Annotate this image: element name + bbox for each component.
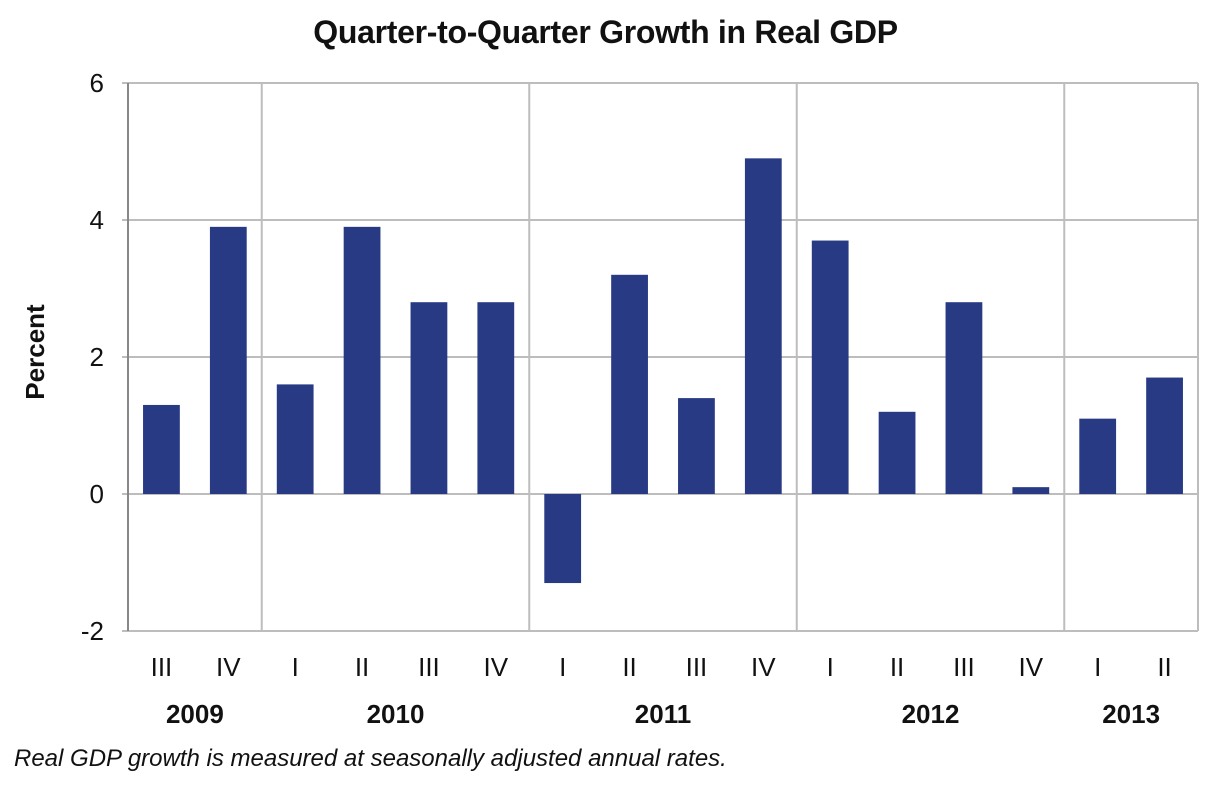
- x-tick-label: IV: [216, 652, 241, 682]
- x-tick-label: III: [418, 652, 440, 682]
- y-tick-label: 0: [90, 479, 104, 509]
- year-label: 2011: [635, 699, 691, 729]
- x-tick-label: IV: [1019, 652, 1044, 682]
- bar: [744, 158, 782, 494]
- bar: [945, 302, 983, 494]
- x-tick-label: I: [559, 652, 566, 682]
- y-tick-label: 6: [90, 68, 104, 98]
- y-tick-label: -2: [81, 616, 104, 646]
- y-tick-label: 4: [90, 205, 104, 235]
- bar: [1012, 487, 1050, 494]
- x-tick-label: II: [355, 652, 369, 682]
- bar: [276, 384, 314, 494]
- x-tick-label: I: [827, 652, 834, 682]
- year-label: 2013: [1102, 699, 1160, 729]
- bar: [143, 404, 180, 494]
- y-axis-label: Percent: [20, 304, 50, 400]
- bars-layer: [143, 158, 1183, 584]
- year-label: 2009: [166, 699, 224, 729]
- bar: [343, 226, 381, 494]
- bar: [1079, 418, 1117, 494]
- x-tick-label: I: [292, 652, 299, 682]
- bar: [611, 274, 648, 494]
- bar: [544, 494, 582, 584]
- bar: [811, 240, 849, 494]
- bar: [678, 398, 715, 494]
- bar: [410, 302, 448, 494]
- x-tick-label: I: [1094, 652, 1101, 682]
- bar: [209, 226, 247, 494]
- grid-layer: [122, 82, 1199, 632]
- x-tick-label: II: [1157, 652, 1171, 682]
- x-tick-label: II: [622, 652, 636, 682]
- bar: [1146, 377, 1183, 494]
- x-tick-label: II: [890, 652, 904, 682]
- bar: [477, 302, 515, 494]
- year-label: 2012: [902, 699, 960, 729]
- chart-title: Quarter-to-Quarter Growth in Real GDP: [313, 14, 898, 50]
- y-tick-label: 2: [90, 342, 104, 372]
- x-tick-label: IV: [484, 652, 509, 682]
- x-tick-label: III: [151, 652, 173, 682]
- x-tick-label: IV: [751, 652, 776, 682]
- year-label: 2010: [367, 699, 425, 729]
- x-tick-label: III: [686, 652, 708, 682]
- x-tick-label: III: [953, 652, 975, 682]
- bar: [878, 411, 916, 494]
- footnote: Real GDP growth is measured at seasonall…: [14, 745, 727, 772]
